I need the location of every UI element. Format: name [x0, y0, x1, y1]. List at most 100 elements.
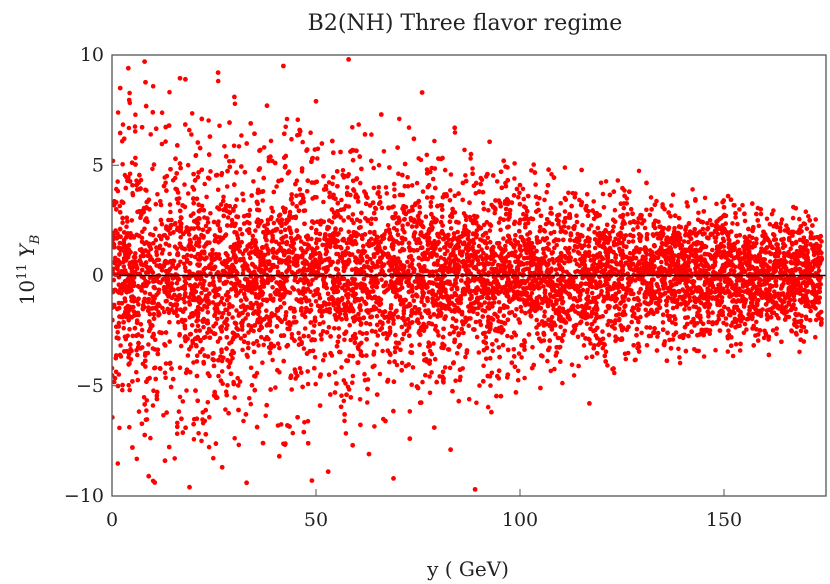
data-point	[250, 233, 256, 239]
data-point	[425, 247, 431, 252]
data-point	[667, 337, 672, 343]
data-point	[154, 249, 159, 255]
data-point	[783, 259, 789, 265]
data-point	[431, 262, 437, 267]
data-point	[505, 333, 510, 339]
data-point	[370, 364, 376, 370]
data-point	[396, 171, 401, 176]
data-point	[282, 316, 288, 322]
data-point	[542, 294, 548, 299]
data-point	[115, 179, 120, 184]
data-point	[326, 218, 332, 223]
data-point	[174, 431, 180, 437]
data-point	[485, 235, 491, 241]
data-point	[150, 84, 156, 89]
data-point	[583, 238, 588, 244]
data-point	[241, 418, 246, 424]
data-point	[227, 159, 232, 164]
data-point	[205, 220, 211, 225]
data-point	[772, 289, 777, 295]
data-point	[767, 222, 773, 227]
data-point	[287, 259, 293, 264]
data-point	[115, 461, 121, 466]
data-point	[391, 181, 397, 187]
data-point	[178, 343, 184, 349]
data-point	[308, 130, 313, 135]
data-point	[584, 355, 589, 361]
data-point	[545, 267, 550, 273]
data-point	[175, 313, 180, 319]
data-point	[264, 308, 269, 314]
data-point	[542, 197, 547, 203]
data-point	[222, 144, 227, 149]
data-point	[289, 332, 295, 337]
data-point	[340, 168, 346, 173]
data-point	[204, 194, 209, 200]
data-point	[158, 198, 163, 204]
data-point	[707, 218, 713, 223]
data-point	[448, 188, 453, 193]
data-point	[308, 282, 314, 287]
data-point	[321, 320, 326, 325]
data-point	[659, 259, 664, 265]
data-point	[374, 342, 380, 347]
data-point	[698, 275, 703, 281]
data-point	[343, 431, 349, 436]
data-point	[549, 172, 554, 177]
data-point	[159, 251, 165, 256]
data-point	[448, 172, 454, 177]
data-point	[548, 268, 554, 274]
data-point	[442, 167, 448, 173]
data-point	[172, 222, 178, 227]
data-point	[347, 322, 353, 328]
data-point	[161, 284, 167, 290]
data-point	[751, 224, 756, 230]
plot-area	[111, 54, 827, 497]
data-point	[687, 298, 693, 304]
data-point	[654, 281, 660, 287]
data-point	[774, 331, 779, 337]
data-point	[733, 215, 738, 220]
data-point	[603, 349, 609, 355]
data-point	[542, 229, 548, 234]
data-point	[139, 327, 145, 333]
data-point	[603, 179, 609, 184]
data-point	[341, 398, 347, 404]
data-point	[143, 270, 149, 275]
data-point	[533, 194, 539, 200]
data-point	[730, 353, 736, 359]
data-point	[157, 233, 162, 239]
data-point	[207, 414, 212, 420]
data-point	[514, 307, 519, 312]
data-point	[471, 248, 476, 253]
data-point	[417, 342, 422, 348]
data-point	[147, 291, 153, 297]
data-point	[480, 308, 485, 313]
data-point	[417, 311, 423, 316]
data-point	[488, 383, 493, 388]
data-point	[388, 352, 393, 358]
data-point	[797, 216, 802, 222]
data-point	[605, 363, 610, 368]
data-point	[384, 336, 390, 341]
data-point	[517, 190, 522, 196]
data-point	[470, 166, 475, 171]
data-point	[773, 258, 778, 264]
data-point	[440, 295, 446, 300]
data-point	[494, 338, 499, 343]
data-point	[512, 176, 517, 181]
data-point	[424, 152, 430, 158]
data-point	[442, 251, 448, 257]
y-axis-label-subscript: B	[28, 235, 43, 246]
data-point	[365, 400, 370, 405]
dense-point-band	[112, 76, 824, 485]
data-point	[740, 202, 745, 208]
data-point	[725, 349, 731, 354]
data-point	[287, 209, 293, 215]
data-point	[371, 185, 377, 191]
data-point	[533, 182, 538, 187]
data-point	[446, 237, 452, 242]
data-point	[276, 241, 282, 247]
data-point	[482, 300, 488, 305]
data-point	[487, 355, 493, 361]
